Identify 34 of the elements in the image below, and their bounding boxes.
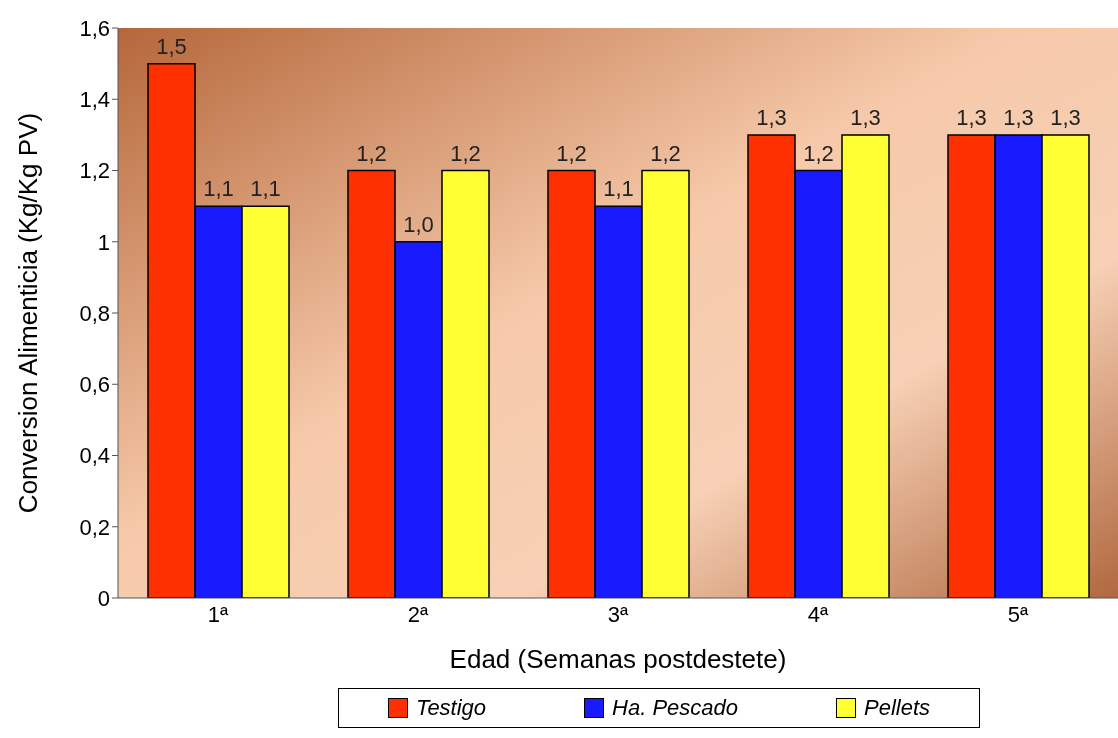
y-tick-label: 0,4 — [79, 443, 110, 469]
y-tick-label: 1,4 — [79, 87, 110, 113]
data-label: 1,2 — [450, 140, 481, 166]
data-label: 1,2 — [356, 140, 387, 166]
x-tick-label: 3ª — [607, 601, 630, 627]
y-tick-label: 0,2 — [79, 514, 110, 540]
y-axis-title: Conversion Alimenticia (Kg/Kg PV) — [13, 112, 44, 514]
x-tick-label: 1ª — [207, 601, 230, 627]
data-label: 1,0 — [403, 211, 434, 237]
y-tick-label: 1,2 — [79, 158, 110, 184]
y-tick-label: 1 — [97, 229, 110, 255]
data-label: 1,1 — [603, 176, 634, 202]
y-tick-label: 0,8 — [79, 300, 110, 326]
x-tick-label: 5ª — [1007, 601, 1030, 627]
legend-label: Ha. Pescado — [611, 695, 739, 721]
legend-label: Testigo — [414, 695, 487, 721]
y-tick-label: 0 — [97, 585, 110, 611]
data-label: 1,3 — [1003, 104, 1034, 130]
legend-label: Pellets — [862, 695, 931, 721]
data-label: 1,2 — [650, 140, 681, 166]
data-label: 1,3 — [956, 104, 987, 130]
y-tick-label: 0,6 — [79, 372, 110, 398]
data-label: 1,2 — [803, 140, 834, 166]
data-label: 1,3 — [850, 104, 881, 130]
data-label: 1,1 — [250, 176, 281, 202]
data-label: 1,3 — [756, 104, 787, 130]
x-tick-label: 4ª — [807, 601, 830, 627]
x-tick-label: 2ª — [407, 601, 430, 627]
data-label: 1,1 — [203, 176, 234, 202]
data-label: 1,2 — [556, 140, 587, 166]
x-axis-title: Edad (Semanas postdestete) — [449, 644, 787, 674]
data-label: 1,5 — [156, 33, 187, 59]
data-label: 1,3 — [1050, 104, 1081, 130]
y-tick-label: 1,6 — [79, 15, 110, 41]
